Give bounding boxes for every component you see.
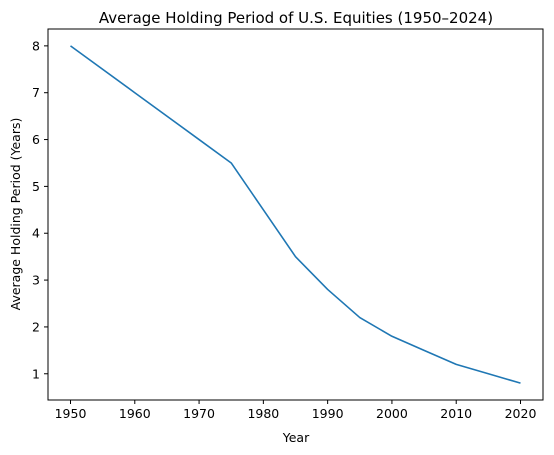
chart-title: Average Holding Period of U.S. Equities … <box>99 9 493 27</box>
plot-frame <box>47 28 544 401</box>
x-tick-label: 2000 <box>376 406 408 421</box>
y-tick-label: 5 <box>32 179 40 194</box>
y-tick-label: 6 <box>32 132 40 147</box>
y-axis: 1 2 3 4 5 6 7 8 <box>32 38 48 381</box>
plot-area <box>47 28 544 401</box>
x-tick-label: 1950 <box>55 406 87 421</box>
y-tick-label: 8 <box>32 38 40 53</box>
y-tick-label: 2 <box>32 319 40 334</box>
x-tick-label: 1980 <box>247 406 279 421</box>
x-axis-label: Year <box>282 430 310 445</box>
y-tick-label: 7 <box>32 85 40 100</box>
x-tick-label: 1990 <box>312 406 344 421</box>
x-axis: 1950 1960 1970 1980 1990 2000 2010 2020 <box>55 400 537 421</box>
series-layer <box>70 45 521 384</box>
x-tick-label: 1960 <box>119 406 151 421</box>
y-tick-label: 1 <box>32 366 40 381</box>
x-tick-label: 2010 <box>440 406 472 421</box>
x-tick-label: 2020 <box>505 406 537 421</box>
y-axis-label: Average Holding Period (Years) <box>8 118 23 311</box>
series-line <box>70 45 521 384</box>
x-tick-label: 1970 <box>183 406 215 421</box>
y-tick-label: 3 <box>32 273 40 288</box>
y-tick-label: 4 <box>32 226 40 241</box>
